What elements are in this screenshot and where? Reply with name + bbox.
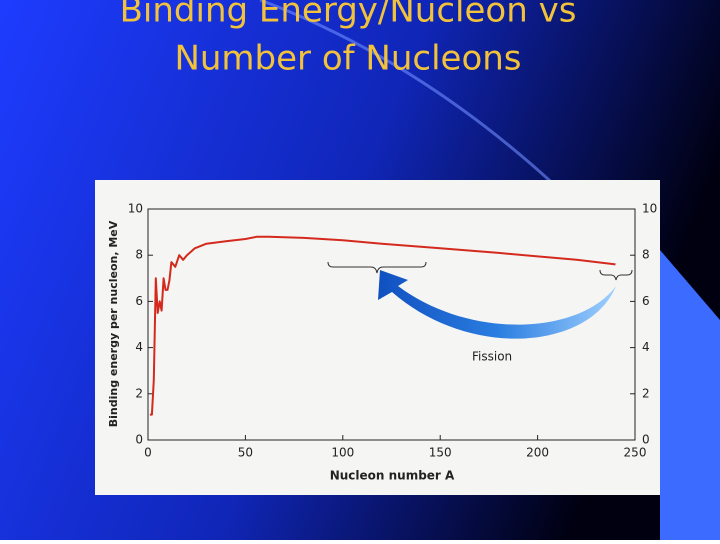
title-line: Number of Nucleons: [174, 39, 521, 79]
y2-tick-label: 0: [642, 433, 650, 447]
annotation: Fission: [472, 350, 512, 364]
y-tick-label: 2: [135, 386, 143, 400]
title-line: Binding Energy/Nucleon vs: [120, 0, 577, 31]
decor: [259, 0, 562, 192]
fission-arrow: [378, 270, 616, 339]
y-tick-label: 4: [135, 340, 143, 354]
brace: [599, 269, 633, 281]
y-tick-label: 10: [128, 202, 143, 216]
x-axis-label: Nucleon number A: [330, 469, 455, 483]
y-tick-label: 8: [135, 248, 143, 262]
y-tick-label: 0: [135, 433, 143, 447]
x-tick-label: 150: [429, 446, 452, 460]
x-tick-label: 250: [624, 446, 647, 460]
y2-tick-label: 2: [642, 386, 650, 400]
y2-tick-label: 4: [642, 340, 650, 354]
y2-tick-label: 6: [642, 294, 650, 308]
y-tick-label: 6: [135, 294, 143, 308]
x-tick-label: 50: [238, 446, 253, 460]
x-tick-label: 100: [331, 446, 354, 460]
plot-frame: [147, 208, 636, 441]
x-tick-label: 200: [526, 446, 549, 460]
y2-tick-label: 8: [642, 248, 650, 262]
data-line: [149, 235, 616, 416]
y-axis-label: Binding energy per nucleon, MeV: [107, 220, 120, 427]
y2-tick-label: 10: [642, 202, 657, 216]
chart-panel: [95, 180, 660, 495]
x-tick-label: 0: [144, 446, 152, 460]
decor: [660, 250, 720, 540]
brace: [327, 261, 427, 274]
